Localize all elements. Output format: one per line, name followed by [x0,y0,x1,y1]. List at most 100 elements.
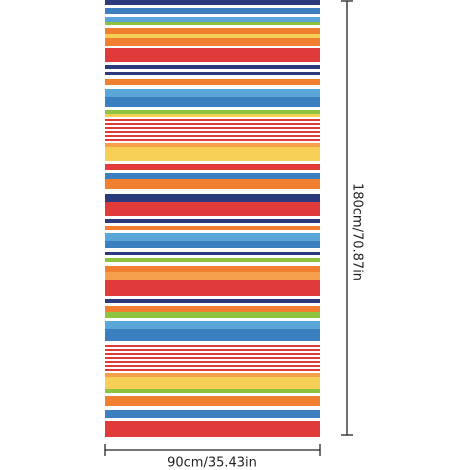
stripe [105,189,320,194]
stripe [105,48,320,62]
stripe [105,377,320,389]
stripe [105,296,320,299]
stripe [105,303,320,306]
stripe [105,170,320,173]
stripe [105,329,320,341]
stripe [105,85,320,89]
stripe [105,143,320,147]
stripe [105,141,320,143]
stripe [105,255,320,258]
stripe [105,89,320,97]
stripe [105,129,320,131]
stripe [105,363,320,365]
stripe [105,123,320,125]
stripe [105,266,320,272]
striped-towel [105,0,320,437]
stripe [105,179,320,189]
stripe [105,164,320,170]
stripe [105,216,320,219]
stripe [105,34,320,38]
stripe [105,133,320,135]
stripe [105,46,320,48]
stripe [105,121,320,123]
stripe [105,306,320,312]
stripe [105,28,320,34]
stripe [105,396,320,406]
stripe [105,107,320,110]
stripe [105,219,320,223]
stripe [105,139,320,141]
stripe [105,357,320,359]
stripe [105,418,320,421]
stripe [105,367,320,369]
height-dimension [341,0,353,436]
stripe [105,312,320,318]
stripe [105,369,320,371]
stripe [105,75,320,79]
stripe [105,272,320,280]
stripe [105,119,320,121]
stripe [105,5,320,8]
stripe [105,355,320,357]
stripe [105,38,320,46]
width-dimension [104,444,321,456]
stripe [105,8,320,14]
stripe [105,321,320,329]
stripe [105,97,320,107]
stripe [105,137,320,139]
stripe [105,318,320,321]
stripe [105,349,320,351]
stripe [105,393,320,396]
stripe [105,114,320,117]
stripe [105,0,320,5]
stripe [105,226,320,230]
stripe [105,131,320,133]
stripe [105,14,320,17]
stripe [105,248,320,252]
height-label: 180cm/70.87in [350,183,365,281]
stripe [105,359,320,361]
stripe [105,345,320,347]
stripe [105,353,320,355]
stripe [105,25,320,28]
stripe [105,233,320,241]
stripe [105,361,320,363]
stripe [105,258,320,262]
stripe [105,371,320,373]
stripe [105,135,320,137]
stripe [105,65,320,69]
stripe [105,365,320,367]
stripe [105,341,320,345]
stripe [105,280,320,296]
stripe [105,110,320,114]
stripe [105,161,320,164]
stripe [105,202,320,216]
stripe [105,194,320,202]
stripe [105,406,320,410]
stripe [105,79,320,85]
stripe [105,252,320,255]
stripe [105,69,320,72]
stripe [105,373,320,377]
stripe [105,262,320,266]
stripe [105,351,320,353]
stripe [105,429,320,437]
stripe [105,62,320,65]
stripe [105,173,320,179]
stripe [105,241,320,248]
stripe [105,389,320,393]
stripe [105,223,320,226]
stripe [105,17,320,22]
stripe [105,127,320,129]
stripe [105,347,320,349]
stripe [105,299,320,303]
stripe [105,22,320,25]
stripe [105,421,320,429]
stripe [105,230,320,233]
stripe [105,72,320,75]
stripe [105,147,320,161]
stripe [105,117,320,119]
stripe [105,125,320,127]
stripe [105,410,320,418]
